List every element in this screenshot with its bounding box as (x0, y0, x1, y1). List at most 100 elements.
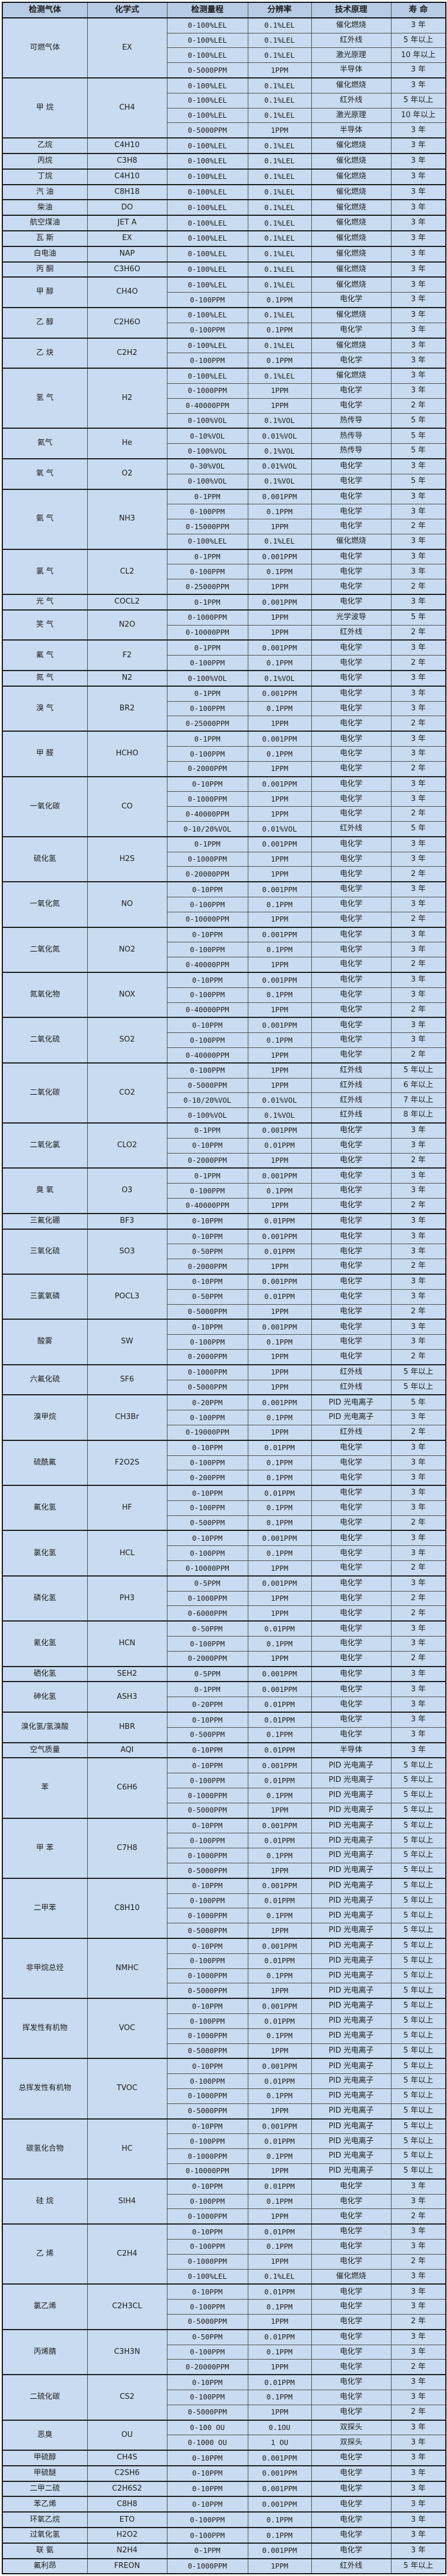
principle-cell: 电化学 (311, 2480, 392, 2497)
header-resolution: 分辨率 (247, 2, 312, 18)
table-row: 恶臭 OU 0-100 OU 0.1OU 双探头 3 年 (2, 2419, 446, 2451)
range-cell: 0-1PPM (166, 639, 248, 656)
resolution-cell: 1PPM (247, 2313, 312, 2330)
range-cell: 0-100PPM (166, 701, 248, 717)
lifespan-cell: 5 年以上 (390, 1802, 446, 1819)
table-row: 0-100PPM 0.01PPM PID 光电离子 5 年以上 (2, 2073, 446, 2089)
principle-cell: PID 光电离子 (311, 2163, 392, 2180)
range-cell: 0-500PPM (166, 1727, 248, 1743)
gas-name-cell: 二甲苯 (2, 1877, 88, 1939)
range-cell: 0-10PPM (166, 1530, 248, 1547)
table-row: 溴 气 BR2 0-1PPM 0.001PPM 电化学 3 年 (2, 685, 446, 732)
principle-cell: PID 光电离子 (311, 2148, 392, 2164)
table-row: 氧 气 O2 0-30%VOL 0.01%VOL 电化学 3 年 (2, 458, 446, 489)
range-cell: 0-1PPM (166, 2542, 248, 2559)
principle-cell: 电化学 (311, 1304, 392, 1320)
gas-name-cell: 氦气 (2, 428, 88, 459)
range-cell: 0-50PPM (166, 2328, 248, 2345)
lifespan-cell: 3 年 (390, 62, 446, 78)
lifespan-cell: 3 年 (390, 1455, 446, 1471)
lifespan-cell: 5 年以上 (390, 1923, 446, 1939)
principle-cell: 电化学 (311, 1259, 392, 1275)
gas-name-cell: 乙烷 (2, 137, 88, 154)
gas-formula-cell: C2H6S2 (87, 2480, 167, 2497)
gas-formula-cell: BR2 (87, 685, 167, 732)
table-row: 0-10000PPM 1PPM PID 光电离子 5 年以上 (2, 2163, 446, 2180)
lifespan-cell: 3 年 (390, 1681, 446, 1698)
lifespan-cell: 3 年 (390, 1636, 446, 1652)
resolution-cell: 0.01PPM (247, 1833, 312, 1849)
principle-cell: 电化学 (311, 1197, 392, 1214)
gas-formula-cell: CH4S (87, 2450, 167, 2466)
gas-name-cell: 甲 苯 (2, 1817, 88, 1879)
lifespan-cell: 5 年以上 (390, 2148, 446, 2164)
gas-formula-cell: C2H4 (87, 2223, 167, 2285)
range-cell: 0-100%VOL (166, 473, 248, 490)
principle-cell: 电化学 (311, 458, 392, 474)
lifespan-cell: 3 年 (390, 1410, 446, 1425)
lifespan-cell: 2 年 (390, 1304, 446, 1320)
lifespan-cell: 2 年 (390, 1515, 446, 1531)
resolution-cell: 0.001PPM (247, 1877, 312, 1894)
principle-cell: 电化学 (311, 519, 392, 534)
table-row: 0-5000PPM 1PPM 红外线 5 年以上 (2, 1379, 446, 1395)
gas-name-cell: 环氧乙烷 (2, 2511, 88, 2528)
principle-cell: 催化燃烧 (311, 2268, 392, 2285)
range-cell: 0-10PPM (166, 2496, 248, 2513)
range-cell: 0-100PPM (166, 655, 248, 671)
gas-formula-cell: C3H8 (87, 152, 167, 170)
lifespan-cell: 3 年 (390, 488, 446, 505)
lifespan-cell: 5 年 (390, 609, 446, 626)
gas-name-cell: 硫酰氟 (2, 1439, 88, 1486)
table-row: 可燃气体 EX 0-100%LEL 0.1%LEL 催化燃烧 3 年 (2, 17, 446, 78)
resolution-cell: 0.1PPM (247, 564, 312, 580)
range-cell: 0-40000PPM (166, 957, 248, 973)
gas-formula-cell: CS2 (87, 2374, 167, 2421)
resolution-cell: 1PPM (247, 1002, 312, 1018)
gas-name-cell: 挥发性有机物 (2, 1998, 88, 2059)
resolution-cell: 0.01PPM (247, 2013, 312, 2029)
principle-cell: 电化学 (311, 2465, 392, 2482)
principle-cell: PID 光电离子 (311, 2073, 392, 2089)
table-row: 挥发性有机物 VOC 0-10PPM 0.001PPM PID 光电离子 5 年以上 (2, 1998, 446, 2059)
resolution-cell: 0.1%LEL (247, 184, 312, 200)
gas-name-cell: 硫化氢 (2, 836, 88, 882)
lifespan-cell: 5 年以上 (390, 1998, 446, 2014)
gas-name-cell: 笑 气 (2, 609, 88, 641)
table-row: 0-15000PPM 1PPM 电化学 2 年 (2, 519, 446, 534)
gas-name-cell: 二氧化氯 (2, 1122, 88, 1169)
resolution-cell: 0.1PPM (247, 292, 312, 308)
principle-cell: 半导体 (311, 1742, 392, 1758)
principle-cell: PID 光电离子 (311, 1937, 392, 1954)
table-row: 一氧化碳 CO 0-10PPM 0.001PPM 电化学 3 年 (2, 776, 446, 837)
gas-formula-cell: SF6 (87, 1364, 167, 1395)
lifespan-cell: 3 年 (390, 1500, 446, 1516)
lifespan-cell: 5 年以上 (390, 2133, 446, 2150)
table-row: 笑 气 N2O 0-1000PPM 1PPM 光学波导 5 年 (2, 609, 446, 641)
principle-cell: 电化学 (311, 1334, 392, 1350)
resolution-cell: 0.1%LEL (247, 77, 312, 93)
lifespan-cell: 3 年 (390, 1334, 446, 1350)
range-cell: 0-5000PPM (166, 2043, 248, 2059)
gas-formula-cell: C8H10 (87, 1877, 167, 1939)
resolution-cell: 0.1PPM (247, 1908, 312, 1924)
resolution-cell: 0.1%LEL (247, 152, 312, 170)
range-cell: 0-100PPM (166, 353, 248, 369)
resolution-cell: 1PPM (247, 791, 312, 807)
principle-cell: 双探头 (311, 2419, 392, 2436)
lifespan-cell: 3 年 (390, 1742, 446, 1758)
principle-cell: 红外线 (311, 1364, 392, 1380)
resolution-cell: 0.001PPM (247, 594, 312, 611)
table-row: 一氧化氮 NO 0-10PPM 0.001PPM 电化学 3 年 (2, 881, 446, 928)
principle-cell: 电化学 (311, 806, 392, 822)
table-row: 甲 醇 CH4O 0-100%LEL 0.1%LEL 催化燃烧 3 年 (2, 276, 446, 308)
table-row: 甲 烷 CH4 0-100%LEL 0.1%LEL 催化燃烧 3 年 (2, 77, 446, 138)
range-cell: 0-1000PPM (166, 383, 248, 399)
principle-cell: 催化燃烧 (311, 337, 392, 354)
lifespan-cell: 2 年 (390, 1560, 446, 1577)
lifespan-cell: 3 年 (390, 504, 446, 520)
range-cell: 0-10PPM (166, 2374, 248, 2390)
gas-formula-cell: H2O2 (87, 2527, 167, 2544)
resolution-cell: 0.01PPM (247, 2328, 312, 2345)
lifespan-cell: 3 年 (390, 564, 446, 580)
